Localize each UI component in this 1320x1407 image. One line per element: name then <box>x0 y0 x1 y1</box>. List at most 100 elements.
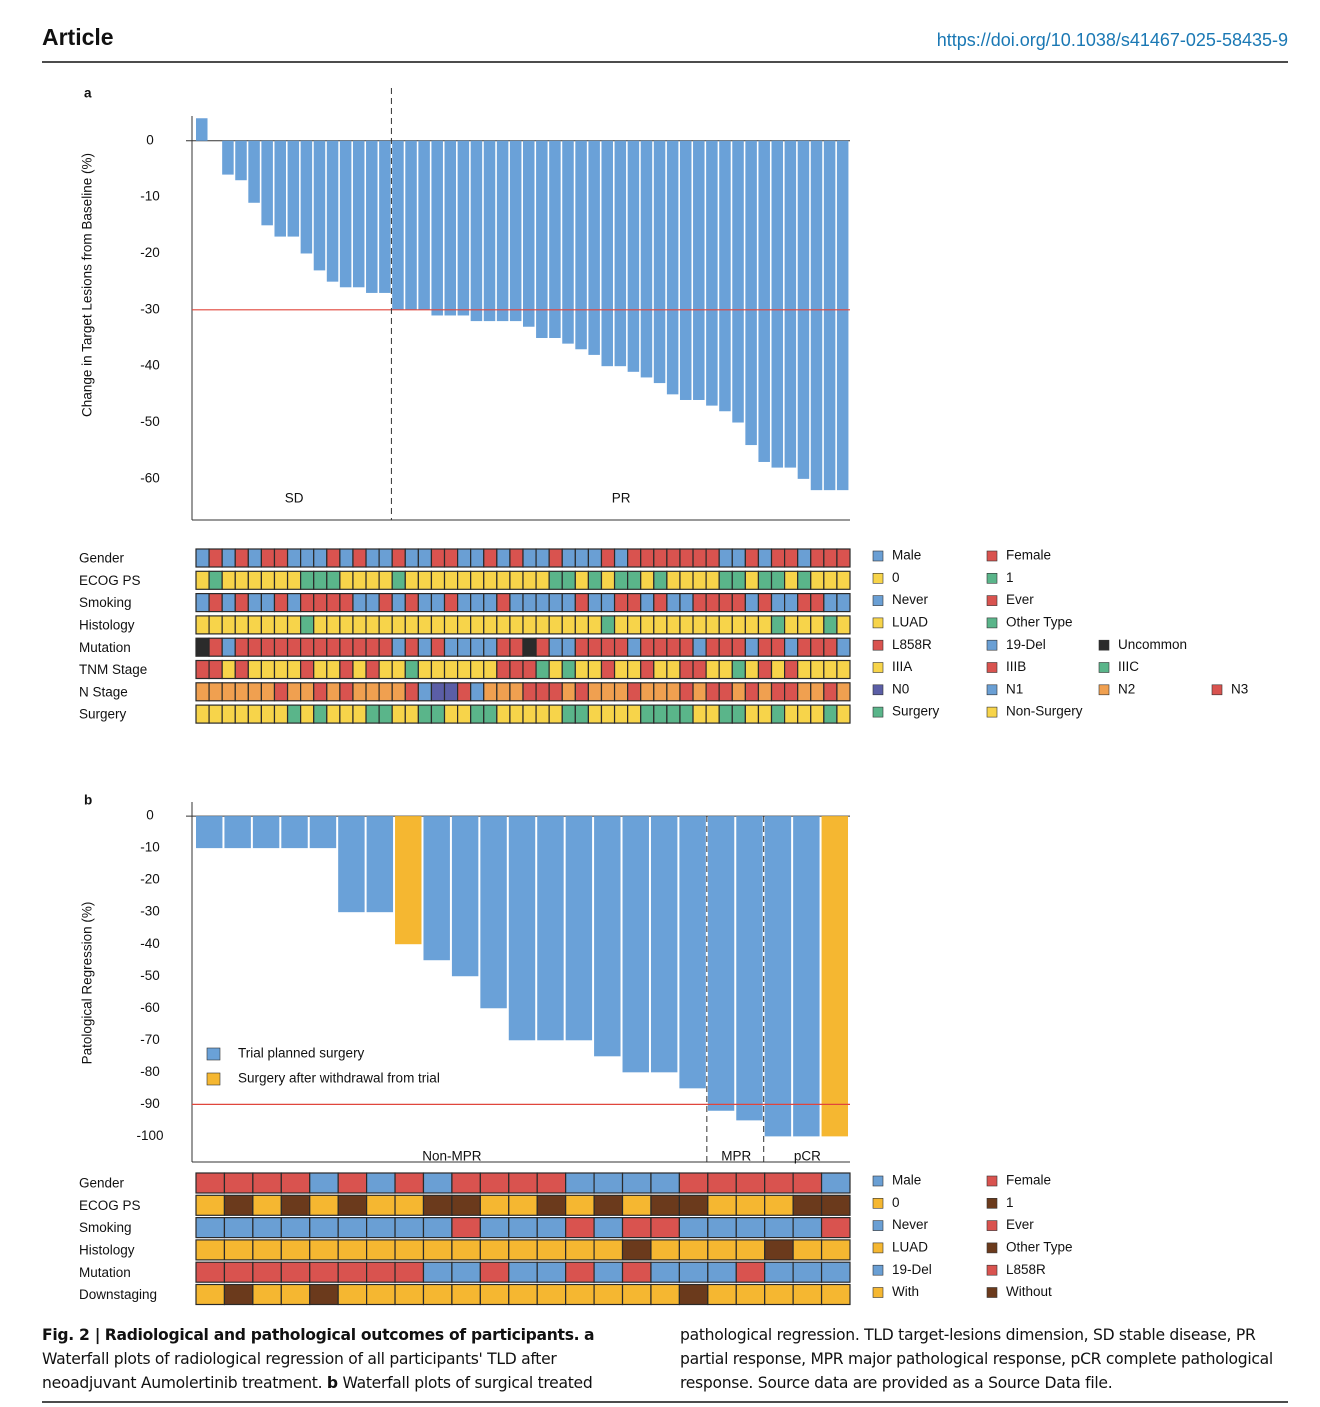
heatmap-cell <box>561 682 576 702</box>
track-label: Gender <box>79 1176 125 1191</box>
heatmap-cell <box>613 704 629 724</box>
bar <box>537 816 564 1041</box>
heatmap-cell <box>757 592 773 613</box>
heatmap-cell <box>247 682 263 702</box>
doi-link[interactable]: https://doi.org/10.1038/s41467-025-58435… <box>937 30 1288 50</box>
heatmap-cell <box>252 1239 282 1261</box>
heatmap-cell <box>836 615 851 635</box>
heatmap-cell <box>509 570 524 590</box>
heatmap-cell <box>653 682 668 702</box>
heatmap-cell <box>593 1261 624 1283</box>
heatmap-cell <box>627 659 642 680</box>
bar <box>565 816 593 1041</box>
legend-label: L858R <box>892 637 932 652</box>
heatmap-cell <box>443 659 459 680</box>
heatmap-cell <box>613 570 629 590</box>
heatmap-cell <box>496 704 511 724</box>
heatmap-cell <box>508 1283 538 1306</box>
heatmap-cell <box>621 1172 652 1194</box>
legend-swatch <box>986 1198 998 1209</box>
legend-swatch <box>872 550 884 562</box>
heatmap-cell <box>309 1239 339 1261</box>
heatmap-cell <box>574 682 590 702</box>
bar <box>745 140 757 446</box>
heatmap-cell <box>678 1261 709 1283</box>
bar <box>326 140 339 282</box>
heatmap-cell <box>457 682 472 702</box>
heatmap-cell <box>600 592 616 613</box>
legend-swatch <box>872 1220 884 1231</box>
heatmap-cell <box>394 1239 425 1261</box>
heatmap-cell <box>208 659 223 680</box>
heatmap-cell <box>339 659 354 680</box>
heatmap-cell <box>522 682 537 702</box>
heatmap-cell <box>234 659 249 680</box>
heatmap-cell <box>574 548 590 568</box>
heatmap-cell <box>705 704 720 724</box>
legend-swatch <box>872 1175 884 1187</box>
heatmap-cell <box>252 1216 282 1239</box>
heatmap-cell <box>666 637 681 657</box>
heatmap-cell <box>797 570 812 590</box>
legend-swatch <box>872 662 884 673</box>
heatmap-cell <box>810 637 825 657</box>
legend-swatch <box>1098 639 1110 651</box>
heatmap-cell <box>443 637 459 657</box>
heatmap-cell <box>792 1216 823 1239</box>
heatmap-cell <box>479 1172 510 1194</box>
heatmap-cell <box>653 548 668 568</box>
heatmap-cell <box>404 704 419 724</box>
heatmap-cell <box>247 592 263 613</box>
heatmap-cell <box>535 637 550 657</box>
figure-caption: Fig. 2 | Radiological and pathological o… <box>42 1323 1288 1395</box>
heatmap-cell <box>430 682 446 702</box>
legend-swatch <box>1098 662 1110 673</box>
heatmap-cell <box>430 659 446 680</box>
legend-label: Ever <box>1006 592 1034 607</box>
heatmap-cell <box>479 1261 510 1283</box>
heatmap-cell <box>522 659 537 680</box>
legend-label: Uncommon <box>1118 637 1187 652</box>
heatmap-cell <box>286 637 302 657</box>
heatmap-cell <box>496 548 511 568</box>
heatmap-cell <box>836 570 851 590</box>
heatmap-cell <box>509 704 524 724</box>
heatmap-cell <box>247 615 263 635</box>
heatmap-cell <box>522 704 537 724</box>
bar <box>653 140 666 384</box>
heatmap-cell <box>548 704 563 724</box>
heatmap-cell <box>718 615 733 635</box>
heatmap-cell <box>430 548 446 568</box>
heatmap-cell <box>744 548 760 568</box>
bar <box>274 140 286 237</box>
heatmap-cell <box>621 1216 652 1239</box>
legend-label: Male <box>892 548 921 563</box>
heatmap-cell <box>707 1261 737 1283</box>
heatmap-cell <box>221 615 236 635</box>
heatmap-cell <box>679 592 694 613</box>
bar <box>457 140 470 316</box>
heatmap-cell <box>260 682 276 702</box>
heatmap-cell <box>621 1194 652 1216</box>
legend-label: Ever <box>1006 1217 1034 1232</box>
heatmap-cell <box>792 1194 823 1216</box>
heatmap-cell <box>247 570 263 590</box>
heatmap-cell <box>548 592 563 613</box>
bar <box>196 816 223 849</box>
heatmap-cell <box>260 570 276 590</box>
heatmap-cell <box>286 659 302 680</box>
heatmap-cell <box>836 659 851 680</box>
heatmap-cell <box>195 592 210 613</box>
heatmap-cell <box>391 659 406 680</box>
heatmap-cell <box>195 1216 226 1239</box>
heatmap-cell <box>783 659 799 680</box>
heatmap-cell <box>621 1239 652 1261</box>
heatmap-cell <box>792 1261 823 1283</box>
y-axis-label: Patological Regression (%) <box>80 902 95 1065</box>
heatmap-cell <box>692 704 707 724</box>
track-label: Downstaging <box>79 1287 157 1302</box>
heatmap-cell <box>378 592 393 613</box>
heatmap-cell <box>391 570 406 590</box>
bar <box>395 816 422 945</box>
heatmap-cell <box>783 570 799 590</box>
